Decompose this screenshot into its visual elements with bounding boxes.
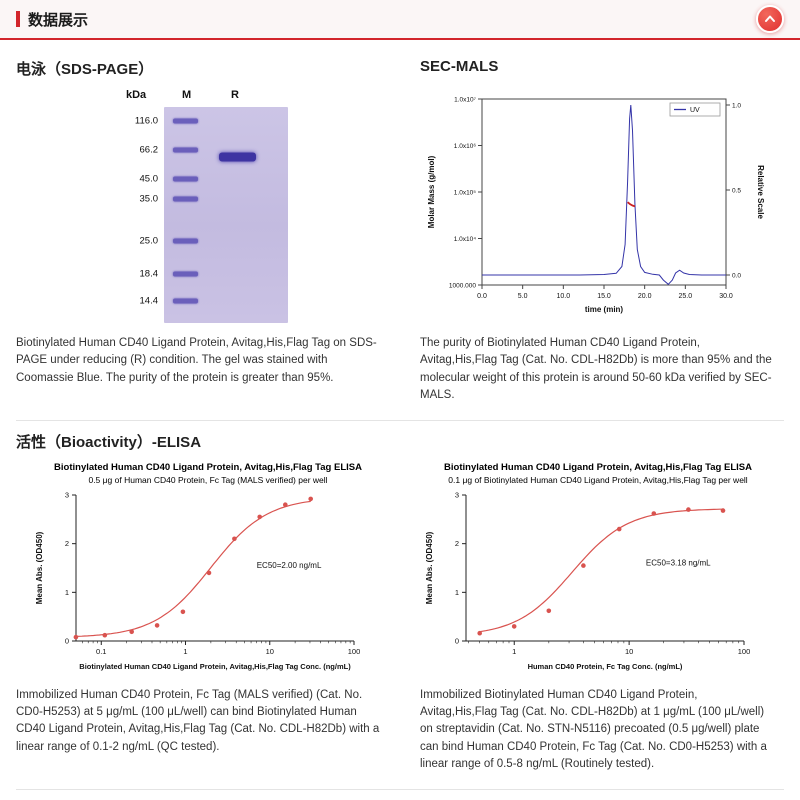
elisa-right-plot: 0 1 2 3 1 10 100 EC50=3.18 ng/mL Mean Abs. (OD45… <box>425 490 751 671</box>
gel-lanes <box>164 107 288 323</box>
gel-lane-header: kDa M R <box>118 89 288 107</box>
gel-marker-label: 116.0 <box>134 115 158 127</box>
elisa-right-caption: Immobilized Biotinylated Human CD40 Liga… <box>420 688 767 770</box>
svg-text:1: 1 <box>183 647 187 656</box>
svg-text:1.0x10⁶: 1.0x10⁶ <box>454 143 477 150</box>
gel-marker-band <box>173 147 198 153</box>
page-title: 数据展示 <box>28 11 89 29</box>
accent-bar <box>16 11 20 27</box>
elisa-chart-left: Biotinylated Human CD40 Ligand Protein, … <box>30 462 386 675</box>
svg-text:0.1: 0.1 <box>96 647 106 656</box>
gel-unit-label: kDa <box>126 89 147 101</box>
svg-text:time (min): time (min) <box>585 305 624 314</box>
section-divider <box>16 420 784 421</box>
svg-text:EC50=2.00 ng/mL: EC50=2.00 ng/mL <box>257 561 322 570</box>
elisa-left-caption: Immobilized Human CD40 Protein, Fc Tag (… <box>16 688 380 753</box>
gel-marker-label: 25.0 <box>139 235 159 247</box>
section-header: 数据展示 <box>0 0 800 40</box>
svg-text:5.0: 5.0 <box>518 293 528 300</box>
svg-text:3: 3 <box>65 490 69 499</box>
svg-text:1: 1 <box>65 588 69 597</box>
svg-text:1: 1 <box>455 588 459 597</box>
svg-text:30.0: 30.0 <box>719 293 733 300</box>
svg-text:100: 100 <box>348 647 361 656</box>
gel-marker-band <box>173 176 198 182</box>
svg-text:Molar Mass (g/mol): Molar Mass (g/mol) <box>427 155 436 228</box>
gel-marker-band <box>173 238 198 244</box>
gel-marker-label: 18.4 <box>139 268 159 280</box>
elisa-right-title: Biotinylated Human CD40 Ligand Protein, … <box>444 462 752 473</box>
elisa-chart-right: Biotinylated Human CD40 Ligand Protein, … <box>420 462 776 675</box>
svg-text:1.0x10⁴: 1.0x10⁴ <box>454 236 477 243</box>
svg-text:Mean Abs. (OD450): Mean Abs. (OD450) <box>425 531 434 604</box>
svg-text:10: 10 <box>625 647 633 656</box>
elisa-left-title: Biotinylated Human CD40 Ligand Protein, … <box>54 462 362 473</box>
elisa-left-subtitle: 0.5 μg of Human CD40 Protein, Fc Tag (MA… <box>88 474 328 485</box>
gel-marker-band <box>173 196 198 202</box>
svg-text:1.0x10⁷: 1.0x10⁷ <box>454 97 477 104</box>
gel-image: kDa M R 116.0 66.2 45.0 35.0 25.0 18.4 14.4 <box>118 89 288 323</box>
svg-text:25.0: 25.0 <box>679 293 693 300</box>
svg-text:0: 0 <box>455 636 459 645</box>
svg-text:10.0: 10.0 <box>557 293 571 300</box>
gel-marker-band <box>173 298 198 304</box>
bioactivity-heading: 活性（Bioactivity）-ELISA <box>16 434 202 451</box>
chevron-up-icon <box>765 15 775 22</box>
lane-r-label: R <box>231 89 239 101</box>
svg-text:10: 10 <box>266 647 274 656</box>
back-to-top-button[interactable] <box>756 5 784 33</box>
svg-text:0.0: 0.0 <box>732 273 741 280</box>
svg-text:20.0: 20.0 <box>638 293 652 300</box>
sds-heading: 电泳（SDS-PAGE） <box>16 61 154 78</box>
svg-text:1: 1 <box>512 647 516 656</box>
gel-marker-label: 14.4 <box>139 295 159 307</box>
svg-text:Biotinylated Human CD40 Ligand: Biotinylated Human CD40 Ligand Protein, … <box>79 662 351 671</box>
elisa-left-plot: 0 1 2 3 0.1 1 10 100 EC50=2.00 ng/mL Mean Abs. (O… <box>35 490 361 671</box>
svg-text:0.5: 0.5 <box>732 188 741 195</box>
svg-text:Human CD40 Protein, Fc Tag Con: Human CD40 Protein, Fc Tag Conc. (ng/mL) <box>528 662 683 671</box>
svg-text:100: 100 <box>738 647 751 656</box>
gel-marker-label: 45.0 <box>139 173 159 185</box>
gel-sample-band <box>219 152 256 162</box>
elisa-right-subtitle: 0.1 μg of Biotinylated Human CD40 Ligand… <box>448 474 748 485</box>
sds-caption: Biotinylated Human CD40 Ligand Protein, … <box>16 337 377 384</box>
svg-text:3: 3 <box>455 490 459 499</box>
svg-text:0: 0 <box>65 636 69 645</box>
lane-m-label: M <box>182 89 192 101</box>
sec-mals-section: SEC-MALS 0.0 5.0 10.0 15.0 20.0 25.0 30.0 1000.… <box>398 52 784 323</box>
svg-text:Mean Abs. (OD450): Mean Abs. (OD450) <box>35 531 44 604</box>
sds-page-section: 电泳（SDS-PAGE） kDa M R 116.0 66.2 45.0 35.0 25… <box>16 52 398 323</box>
gel-marker-label: 35.0 <box>139 193 159 205</box>
svg-text:15.0: 15.0 <box>597 293 611 300</box>
svg-text:0.0: 0.0 <box>477 293 487 300</box>
svg-text:UV: UV <box>690 107 700 114</box>
svg-text:1.0: 1.0 <box>732 103 741 110</box>
svg-text:1000.000: 1000.000 <box>449 283 476 290</box>
bottom-divider <box>16 789 784 791</box>
gel-marker-band <box>173 118 198 124</box>
svg-text:Relative Scale: Relative Scale <box>756 165 764 219</box>
gel-marker-band <box>173 271 198 277</box>
sec-mals-chart: 0.0 5.0 10.0 15.0 20.0 25.0 30.0 1000.000 1.0x10… <box>427 97 764 315</box>
svg-text:2: 2 <box>455 539 459 548</box>
svg-text:1.0x10⁵: 1.0x10⁵ <box>454 190 477 197</box>
svg-text:2: 2 <box>65 539 69 548</box>
gel-marker-label: 66.2 <box>139 144 159 156</box>
svg-text:EC50=3.18 ng/mL: EC50=3.18 ng/mL <box>646 558 711 567</box>
sec-heading: SEC-MALS <box>420 58 499 75</box>
gel-marker-labels: 116.0 66.2 45.0 35.0 25.0 18.4 14.4 <box>118 107 164 323</box>
sec-caption: The purity of Biotinylated Human CD40 Li… <box>420 337 772 401</box>
